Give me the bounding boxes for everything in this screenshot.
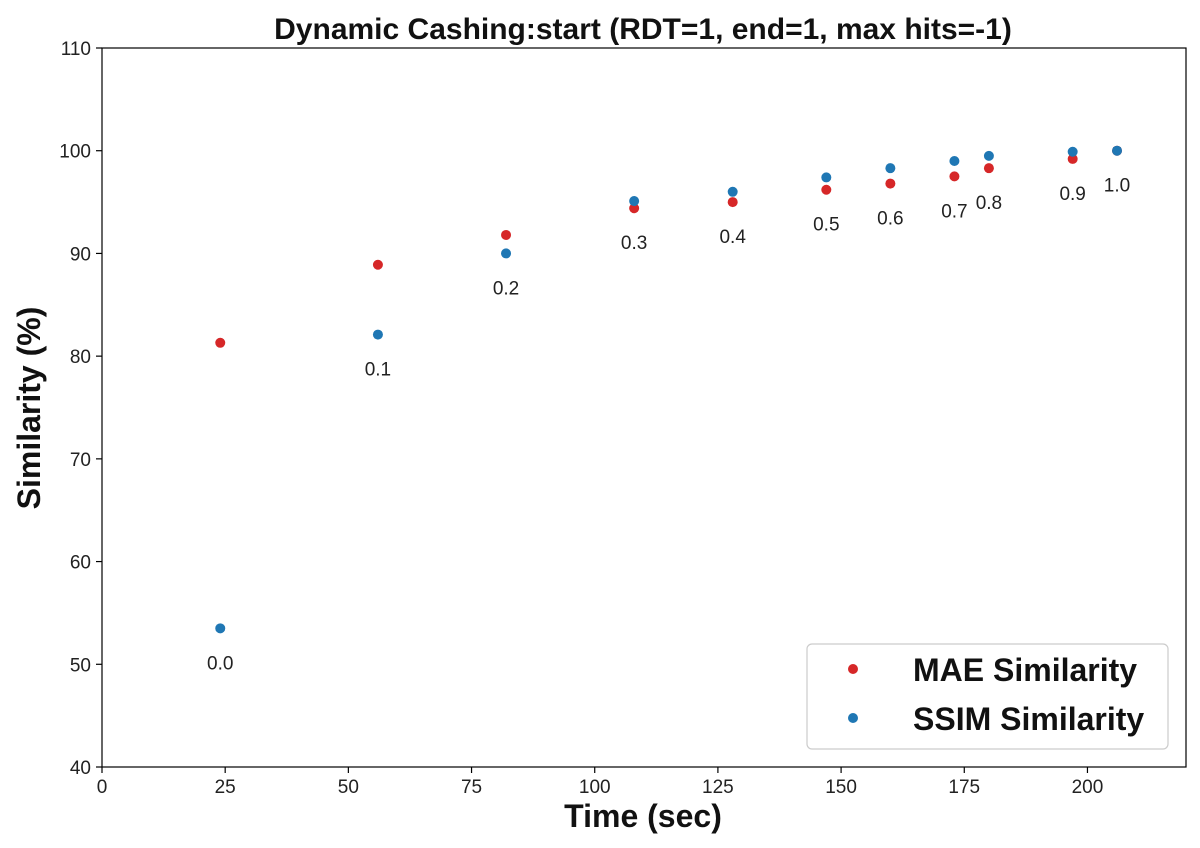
point-label: 0.8 <box>976 193 1002 214</box>
mae-point <box>983 163 994 174</box>
mae-legend-marker <box>848 664 858 674</box>
point-label: 0.7 <box>941 201 967 222</box>
x-tick-label: 200 <box>1072 777 1104 798</box>
mae-point <box>501 229 512 240</box>
y-tick-label: 90 <box>70 244 91 265</box>
ssim-point <box>501 248 512 259</box>
x-axis-label: Time (sec) <box>564 798 722 834</box>
mae-legend-label: MAE Similarity <box>913 652 1137 688</box>
y-tick-label: 40 <box>70 758 91 779</box>
mae-point <box>629 203 640 214</box>
plot-area: 0 25 50 75 100 125 150 175 200 40 50 60 70 80 90 100 110… <box>59 39 1187 798</box>
x-tick-label: 75 <box>461 777 482 798</box>
point-label: 0.0 <box>207 653 233 674</box>
x-tick-label: 100 <box>579 777 611 798</box>
mae-point <box>1067 153 1078 164</box>
point-label: 0.4 <box>719 227 746 248</box>
y-tick-label: 60 <box>70 553 91 574</box>
y-axis-label: Similarity (%) <box>11 307 47 510</box>
ssim-point <box>1112 145 1123 156</box>
y-tick-label: 100 <box>59 142 91 163</box>
ssim-point <box>727 186 738 197</box>
ssim-legend-label: SSIM Similarity <box>913 701 1144 737</box>
x-tick-label: 0 <box>97 777 108 798</box>
ssim-point <box>629 196 640 207</box>
x-tick-label: 25 <box>215 777 236 798</box>
ssim-point <box>1067 146 1078 157</box>
point-label: 0.9 <box>1059 184 1085 205</box>
ssim-point <box>949 155 960 166</box>
ssim-legend-marker <box>848 713 858 723</box>
plot-frame <box>101 47 1187 768</box>
legend: MAE Similarity SSIM Similarity <box>806 643 1169 750</box>
x-tick-label: 175 <box>948 777 980 798</box>
point-label: 0.1 <box>365 360 391 381</box>
ssim-point <box>372 329 383 340</box>
point-label: 0.2 <box>493 278 519 299</box>
mae-point <box>885 178 896 189</box>
point-label: 0.5 <box>813 215 839 236</box>
point-label: 0.6 <box>877 209 903 230</box>
y-tick-label: 80 <box>70 347 91 368</box>
mae-point <box>821 184 832 195</box>
mae-point <box>372 259 383 270</box>
ssim-point <box>821 172 832 183</box>
x-tick-label: 50 <box>338 777 359 798</box>
y-tick-label: 50 <box>70 655 91 676</box>
y-tick-label: 70 <box>70 450 91 471</box>
point-label: 1.0 <box>1104 176 1130 197</box>
point-label: 0.3 <box>621 233 647 254</box>
chart-title: Dynamic Cashing:start (RDT=1, end=1, max… <box>274 13 1012 46</box>
mae-point <box>215 337 226 348</box>
ssim-point <box>983 150 994 161</box>
x-tick-label: 125 <box>702 777 734 798</box>
ssim-point <box>885 163 896 174</box>
mae-point <box>949 171 960 182</box>
x-tick-label: 150 <box>825 777 857 798</box>
ssim-point <box>215 623 226 634</box>
mae-point <box>727 197 738 208</box>
legend-box <box>806 643 1169 750</box>
y-tick-label: 110 <box>61 39 91 60</box>
